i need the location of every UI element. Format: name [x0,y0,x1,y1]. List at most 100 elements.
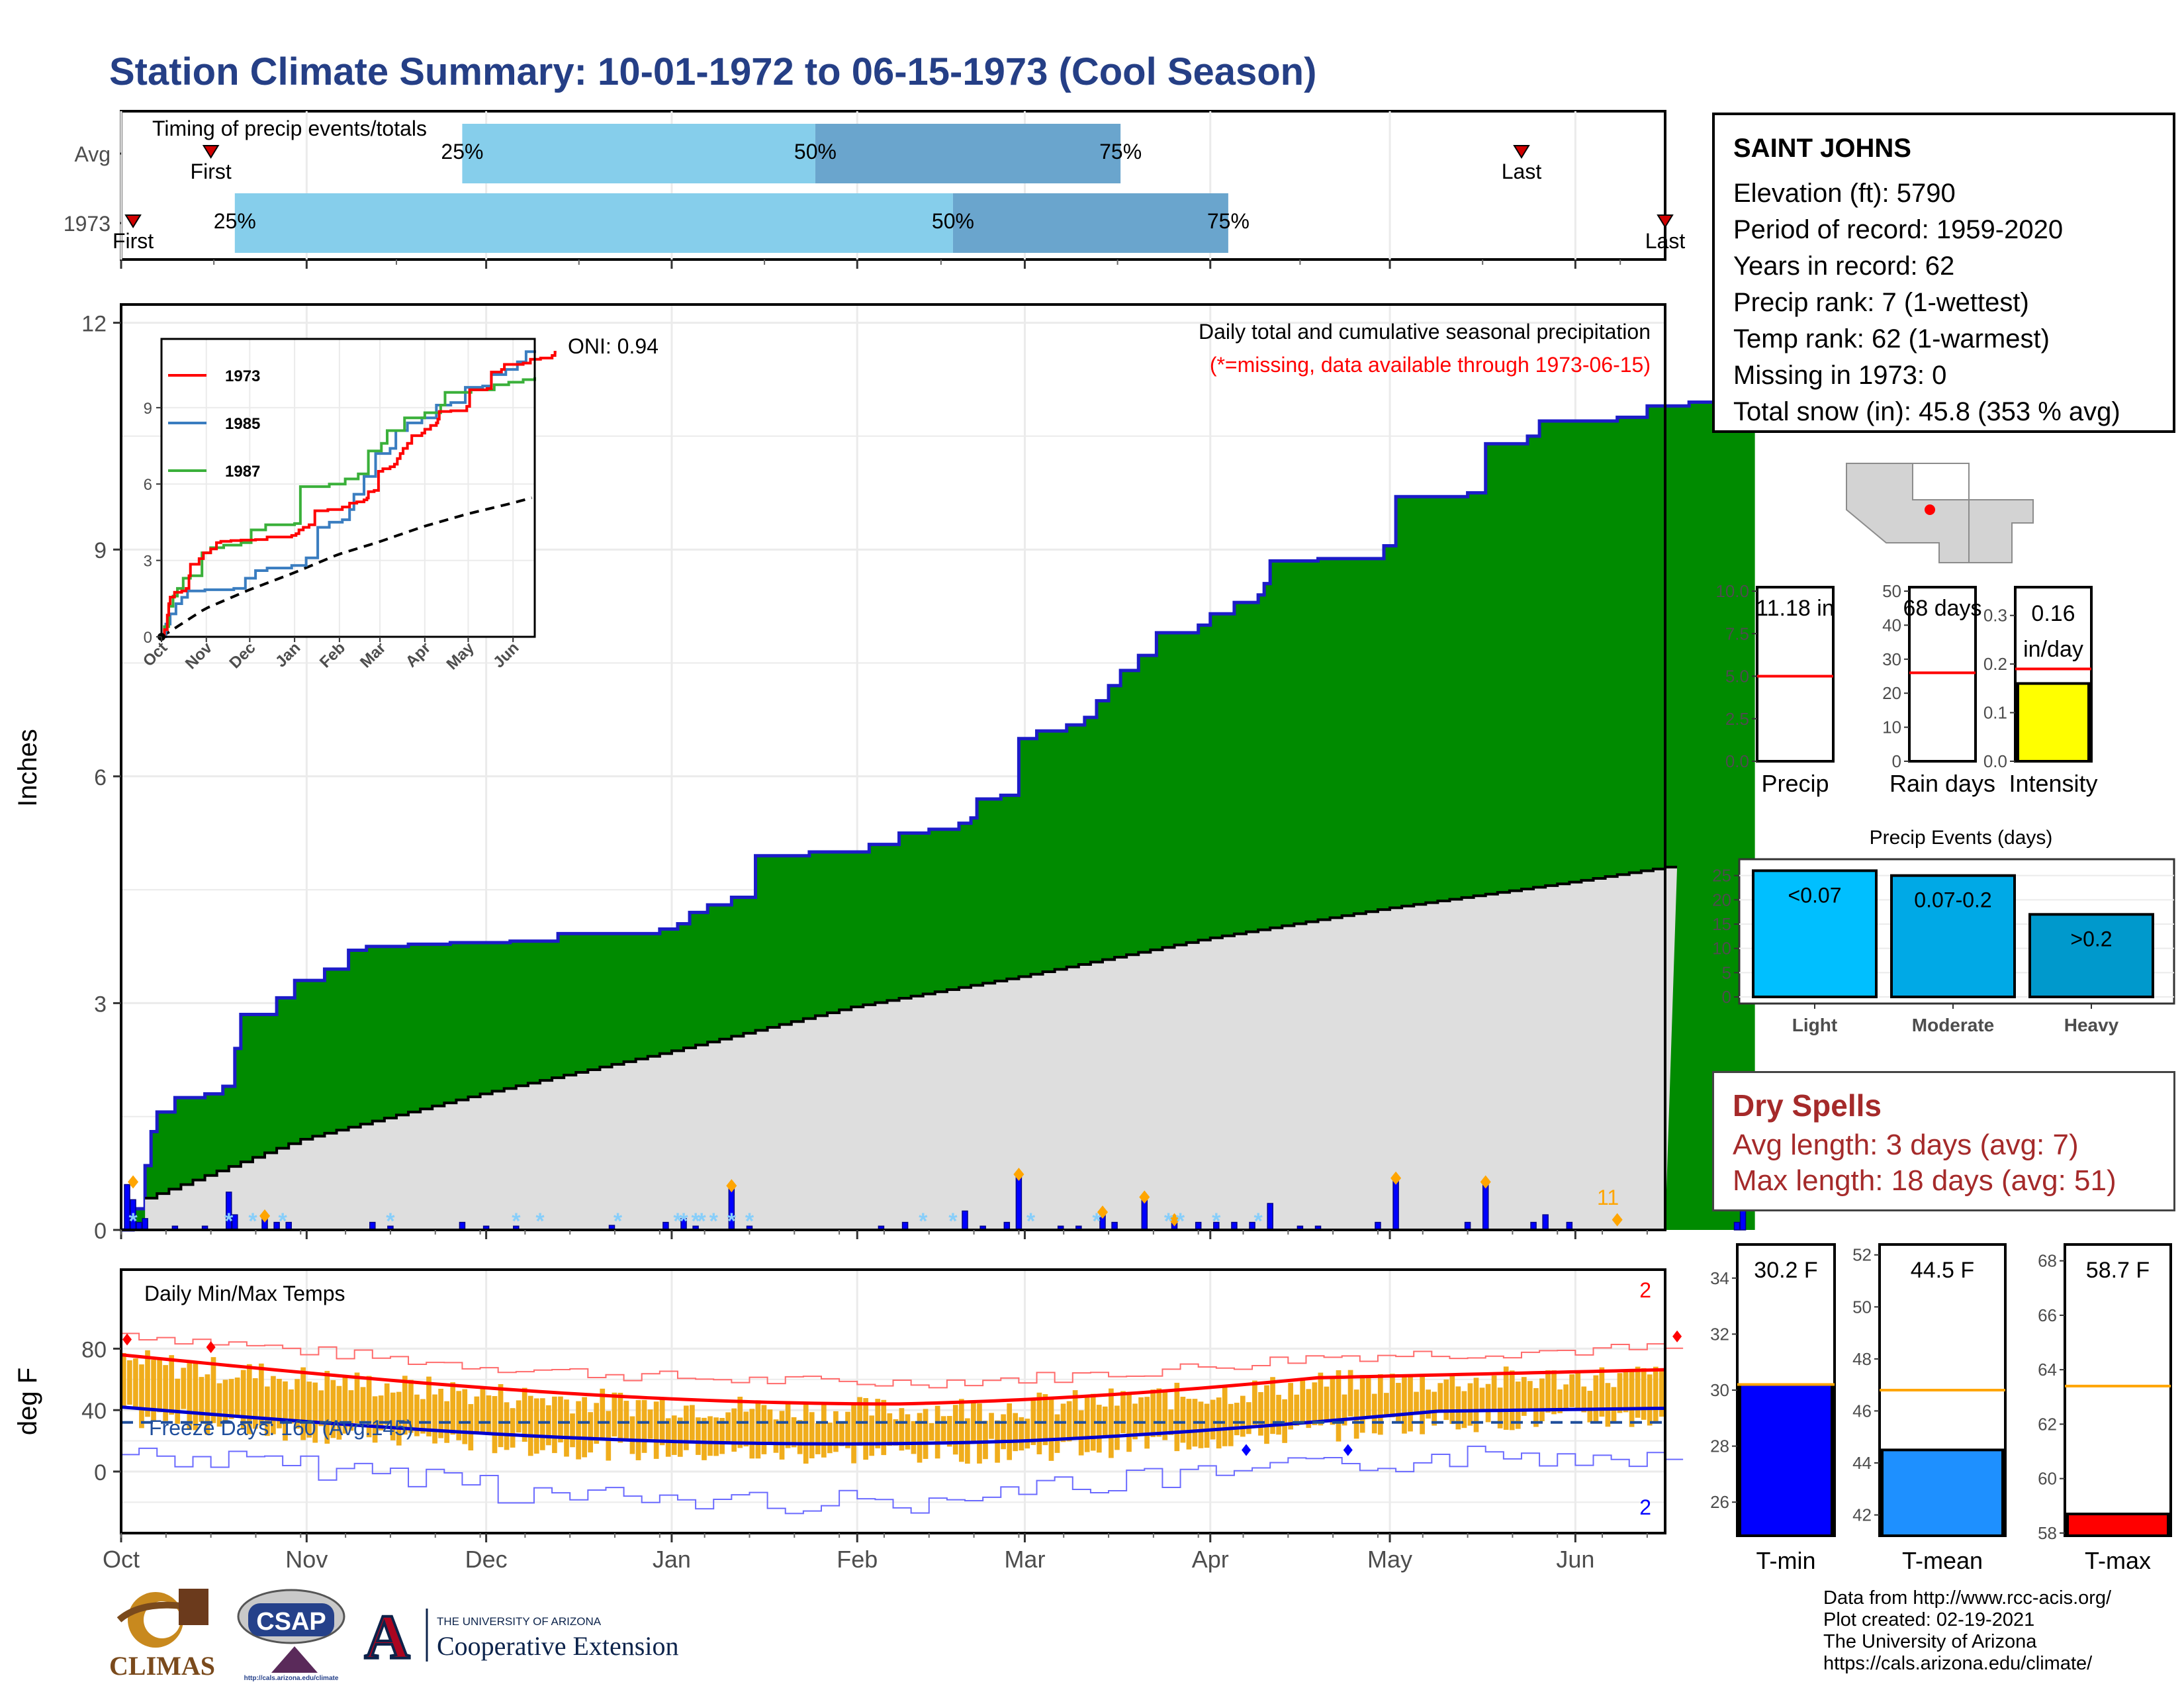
daily-temp-bar [1138,1397,1144,1436]
timing-last-marker-icon [1513,145,1530,159]
daily-temp-bar [228,1379,234,1419]
daily-temp-bar [743,1411,749,1447]
page-title: Station Climate Summary: 10-01-1972 to 0… [109,50,1316,93]
mini-bar-value [2017,682,2090,763]
daily-temp-bar [1563,1384,1569,1409]
daily-temp-bar [1300,1380,1306,1423]
daily-temp-bar [258,1363,264,1426]
daily-temp-bar [121,1352,126,1407]
daily-temp-bar [839,1423,844,1446]
station-detail-line: Period of record: 1959-2020 [1733,215,2064,244]
daily-temp-bar [731,1408,737,1452]
daily-temp-bar [486,1395,492,1434]
daily-temp-bar [821,1403,827,1458]
climas-logo: CLIMAS [106,1583,218,1683]
daily-temp-bar [205,1374,210,1435]
credit-line: Data from http://www.rcc-acis.org/ [1823,1587,2112,1609]
daily-temp-bar [408,1380,414,1433]
daily-temp-bar [283,1381,288,1441]
daily-temp-bar [145,1350,150,1417]
snow-day-asterisk: * [919,1209,928,1234]
daily-temp-bar [588,1412,594,1453]
events-category-label: Moderate [1912,1015,1994,1035]
csap-logo: CSAP http://cals.arizona.edu/climate [232,1583,351,1683]
daily-temp-bar [677,1417,683,1457]
daily-temp-bar [1120,1391,1126,1433]
timing-last-label: Last [1502,160,1542,183]
timing-row-label: 1973 [64,212,111,236]
daily-temp-bar [1449,1373,1455,1425]
daily-temp-bar [396,1391,402,1446]
daily-temp-bar [1539,1378,1545,1422]
daily-temp-bar [785,1401,791,1448]
dry-spells-max: Max length: 18 days (avg: 51) [1733,1164,2116,1197]
daily-temp-bar [1365,1378,1371,1417]
mini-bar-y-tick-label: 7.5 [1725,624,1749,643]
credit-line: https://cals.arizona.edu/climate/ [1823,1653,2093,1674]
snow-day-asterisk: * [709,1209,719,1234]
daily-temp-bar [1557,1389,1563,1413]
daily-temp-bar [199,1377,205,1422]
inset-series-line-1973 [161,351,557,638]
month-axis-label: Dec [465,1546,508,1573]
daily-temp-bar [527,1395,533,1456]
daily-temp-bar [1288,1383,1294,1430]
daily-temp-bar [450,1382,456,1435]
daily-temp-bar [1611,1387,1617,1423]
daily-temp-bar [845,1411,850,1448]
daily-temp-bar [1162,1391,1168,1440]
temp-summary-y-tick-label: 64 [2038,1360,2057,1380]
timing-p75-label: 75% [1099,140,1142,164]
temp-summary-label: T-min [1756,1547,1816,1574]
precip-y-tick-label: 6 [94,765,107,790]
daily-temp-bar [911,1421,917,1454]
daily-temp-bar [971,1401,976,1443]
snow-diamond-marker [1097,1205,1108,1219]
timing-left-mask [0,111,120,226]
daily-temp-bar [1312,1382,1318,1425]
snow-day-asterisk: * [1092,1209,1101,1234]
daily-temp-bar [372,1396,378,1443]
mini-bar-value-label: 0.16 [2031,601,2075,626]
daily-temp-bar [612,1392,617,1437]
daily-temp-bar [1078,1410,1084,1456]
daily-temp-bar [929,1423,934,1441]
inset-y-tick-label: 0 [144,629,152,647]
normal-min-temp-line [120,1405,1666,1446]
dry-spells-avg: Avg length: 3 days (avg: 7) [1733,1129,2079,1161]
record-high-marker [1672,1330,1682,1342]
daily-temp-bar [1150,1389,1156,1437]
daily-temp-bar [306,1382,312,1438]
daily-temp-bar [696,1417,701,1455]
snow-day-asterisk: * [679,1209,688,1234]
events-category-label: Light [1792,1015,1837,1035]
daily-temp-bar [1581,1386,1587,1413]
csap-wordmark: CSAP [256,1608,326,1636]
temp-summary-y-tick-label: 48 [1852,1349,1872,1369]
inset-legend-label: 1985 [225,415,260,433]
daily-temp-bar [671,1415,677,1455]
daily-temp-bar [641,1399,647,1453]
daily-temp-bar [432,1394,437,1444]
daily-temp-bar [1455,1386,1461,1430]
daily-temp-bar [923,1409,929,1459]
daily-temp-bar [1096,1405,1102,1453]
snow-day-asterisk: * [745,1209,754,1234]
daily-temp-bar [300,1367,306,1440]
precip-y-tick-label: 12 [81,312,107,337]
snow-day-asterisk: * [1026,1209,1036,1234]
daily-temp-bar [1420,1376,1425,1434]
events-category-label: Heavy [2064,1015,2119,1035]
record-max-temp-line [121,1333,1684,1389]
daily-temp-bar [210,1357,216,1423]
snow-day-asterisk: * [535,1209,545,1234]
daily-temp-bar [181,1368,187,1409]
daily-temp-bar [1198,1401,1204,1448]
snow-diamond-marker [128,1175,139,1189]
inset-y-tick-label: 3 [144,553,152,571]
daily-temp-bar [1001,1414,1006,1450]
daily-temp-bar [366,1376,372,1438]
daily-precip-bar [1733,1221,1741,1231]
daily-precip-bar [962,1210,968,1231]
daily-temp-bar [983,1421,988,1460]
